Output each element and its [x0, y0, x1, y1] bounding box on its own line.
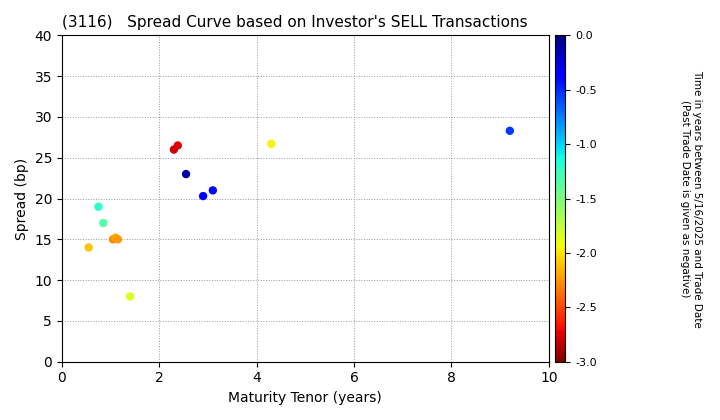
Y-axis label: Time in years between 5/16/2025 and Trade Date
(Past Trade Date is given as nega: Time in years between 5/16/2025 and Trad…: [680, 70, 702, 328]
Point: [109, 234, 121, 241]
X-axis label: Maturity Tenor (years): Maturity Tenor (years): [228, 391, 382, 405]
Point: [107, 236, 119, 243]
Point: [83, 244, 94, 251]
Text: (3116)   Spread Curve based on Investor's SELL Transactions: (3116) Spread Curve based on Investor's …: [62, 15, 528, 30]
Point: [93, 203, 104, 210]
Point: [125, 293, 136, 300]
Y-axis label: Spread (bp): Spread (bp): [15, 158, 29, 239]
Point: [97, 220, 109, 226]
Point: [504, 127, 516, 134]
Point: [197, 193, 209, 199]
Point: [180, 171, 192, 177]
Point: [172, 142, 184, 149]
Point: [207, 187, 219, 194]
Point: [168, 146, 180, 153]
Point: [112, 236, 124, 243]
Point: [266, 141, 277, 147]
